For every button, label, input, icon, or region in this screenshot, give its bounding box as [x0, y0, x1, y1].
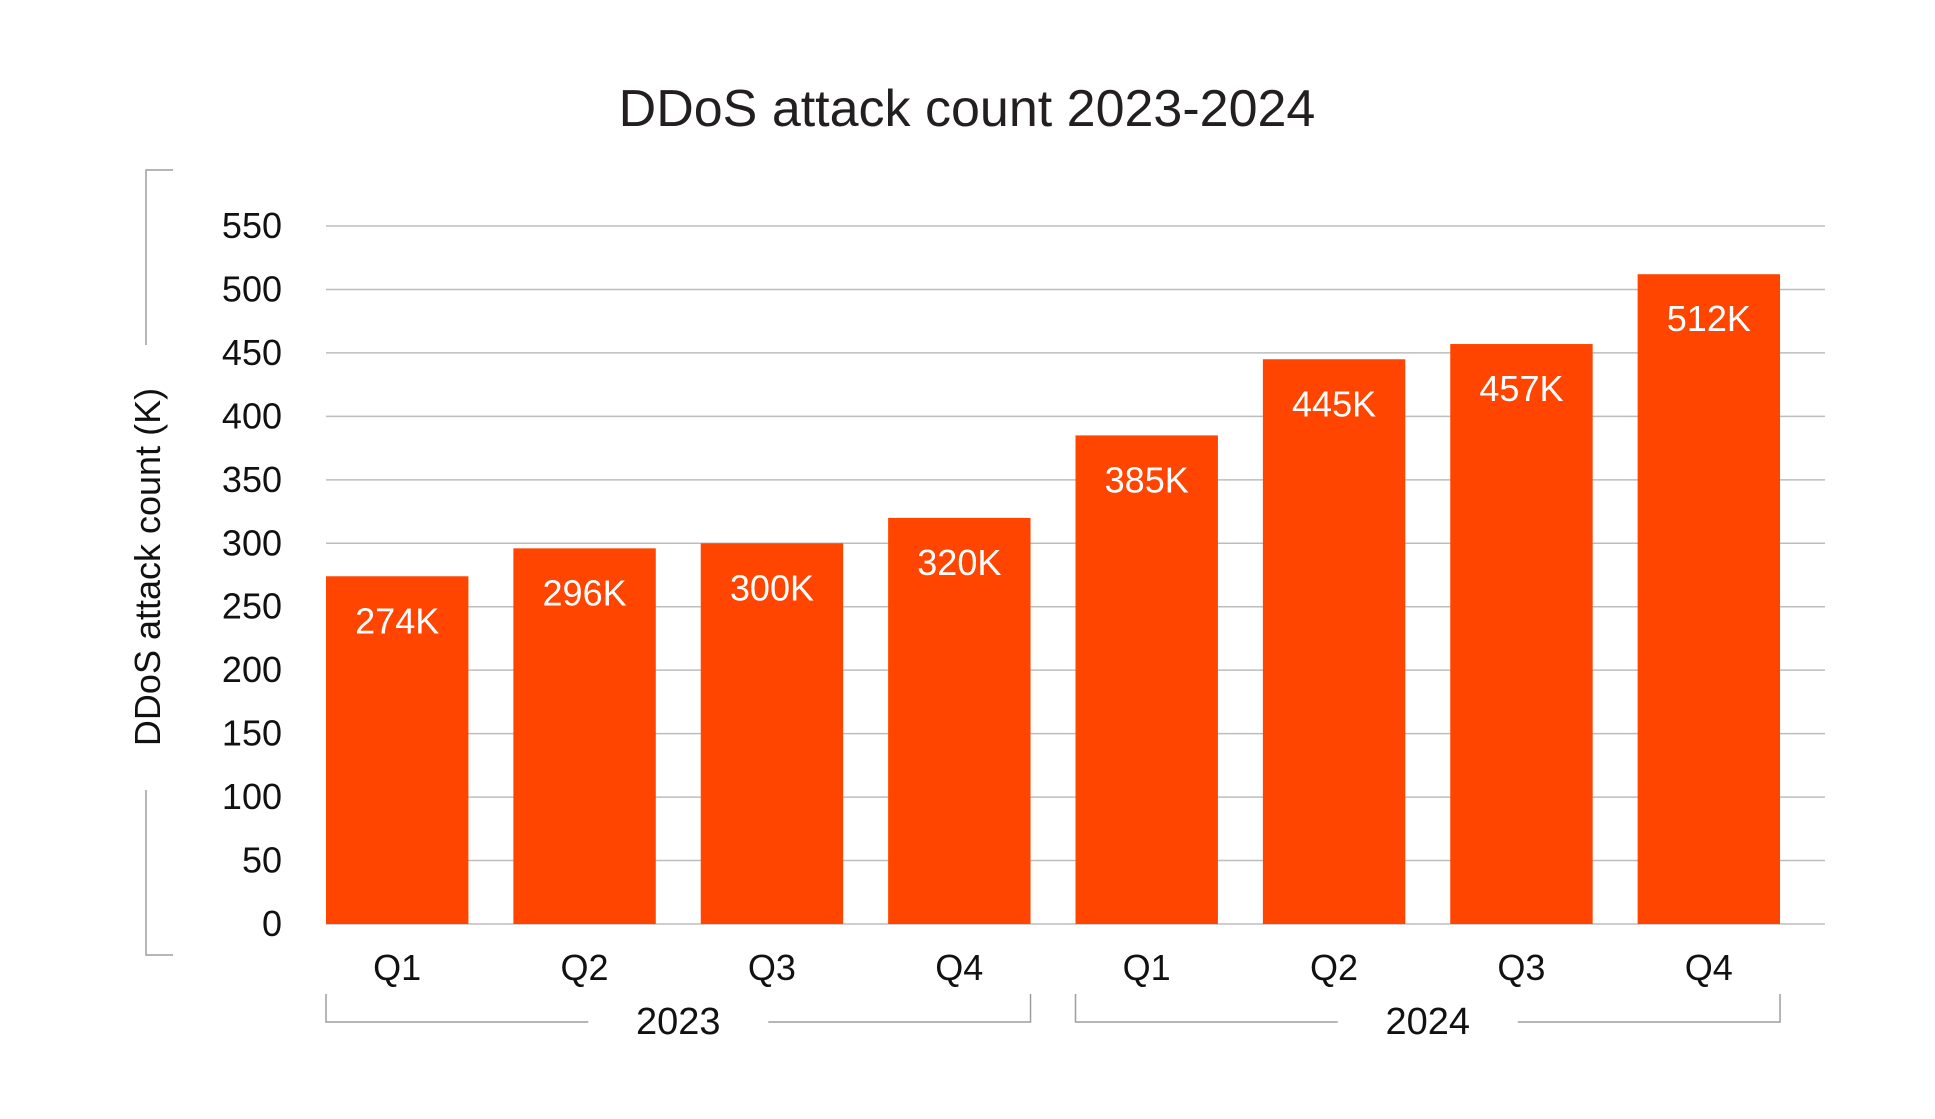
group-label: 2024	[1385, 1001, 1470, 1043]
x-tick-label: Q2	[1310, 947, 1358, 988]
x-axis-ticks: Q1 Q2 Q3 Q4 Q1 Q2 Q3 Q4	[373, 947, 1733, 988]
bar-value-label: 296K	[543, 572, 627, 613]
x-tick-label: Q4	[1685, 947, 1733, 988]
y-tick-label: 50	[242, 840, 282, 881]
group-label: 2023	[636, 1001, 721, 1043]
bar	[1262, 359, 1406, 925]
y-tick-label: 500	[222, 268, 282, 309]
x-tick-label: Q3	[748, 947, 796, 988]
group-bracket	[325, 994, 1032, 1023]
x-tick-label: Q1	[1123, 947, 1171, 988]
bar-value-label: 385K	[1105, 459, 1189, 500]
y-tick-label: 400	[222, 395, 282, 436]
x-tick-label: Q3	[1497, 947, 1545, 988]
bar	[888, 517, 1031, 924]
bar	[700, 543, 844, 924]
y-axis-label-backdrop	[130, 345, 162, 790]
bar	[326, 576, 469, 924]
group-bracket	[1074, 994, 1781, 1023]
y-tick-label: 450	[222, 332, 282, 373]
y-tick-label: 300	[222, 522, 282, 563]
y-tick-label: 250	[222, 586, 282, 627]
y-axis-label: DDoS attack count (K)	[127, 388, 168, 746]
bar	[1450, 344, 1593, 924]
y-tick-label: 200	[222, 649, 282, 690]
x-tick-label: Q4	[935, 947, 983, 988]
bar	[1075, 435, 1218, 924]
bar-value-label: 512K	[1667, 298, 1751, 339]
y-tick-label: 150	[222, 713, 282, 754]
y-tick-label: 0	[262, 903, 282, 944]
bar	[513, 548, 656, 924]
bar-value-label: 445K	[1292, 383, 1376, 424]
data-labels: 274K 296K 300K 320K 385K 445K 457K 512K	[355, 298, 1751, 641]
y-axis: DDoS attack count (K)	[127, 169, 173, 956]
bar-value-label: 320K	[917, 542, 1001, 583]
x-tick-label: Q1	[373, 947, 421, 988]
x-tick-label: Q2	[561, 947, 609, 988]
y-axis-ticks: 0 50 100 150 200 250 300 350 400 450 500 550	[222, 205, 282, 944]
y-tick-label: 350	[222, 459, 282, 500]
year-groups: 2023 2024	[325, 994, 1781, 1043]
chart-title: DDoS attack count 2023-2024	[619, 80, 1316, 138]
bar-value-label: 300K	[730, 567, 814, 608]
bar-value-label: 274K	[355, 600, 439, 641]
y-tick-label: 550	[222, 205, 282, 246]
bar-value-label: 457K	[1479, 368, 1563, 409]
bars	[326, 274, 1781, 925]
bar	[1637, 274, 1781, 924]
y-tick-label: 100	[222, 776, 282, 817]
